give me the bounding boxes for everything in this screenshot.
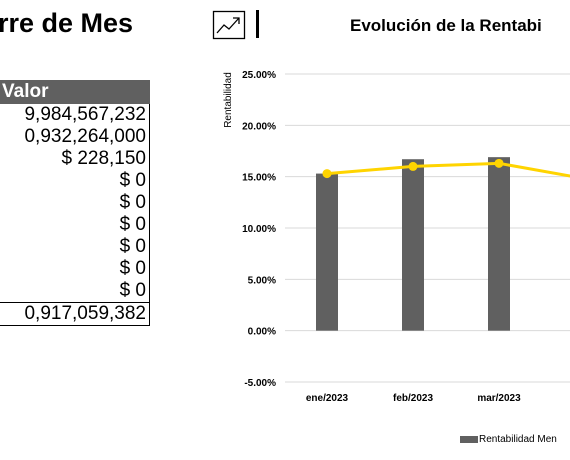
- y-tick-label: 10.00%: [242, 224, 276, 235]
- legend-swatch-bar: [460, 435, 478, 443]
- table-cell: $ 0: [0, 170, 150, 192]
- x-tick-label: mar/2023: [477, 393, 521, 404]
- table-row: 9,984,567,232: [0, 103, 150, 126]
- table-row: 0,932,264,000: [0, 126, 150, 148]
- table-cell: $ 0: [0, 192, 150, 214]
- y-tick-label: 5.00%: [248, 275, 276, 286]
- bar: [316, 173, 338, 331]
- table-cell: 9,984,567,232: [0, 103, 150, 126]
- y-tick-label: -5.00%: [244, 378, 276, 389]
- summary-table: Valor 9,984,567,232 0,932,264,000 $ 228,…: [0, 80, 150, 326]
- legend-label: Rentabilidad Men: [479, 434, 557, 445]
- bar: [402, 159, 424, 331]
- table-cell: $ 0: [0, 280, 150, 303]
- page-title: rre de Mes: [0, 8, 134, 38]
- table-row: $ 0: [0, 214, 150, 236]
- header-divider: [256, 10, 259, 38]
- table-cell: $ 0: [0, 214, 150, 236]
- y-tick-label: 0.00%: [248, 327, 276, 338]
- table-row: $ 0: [0, 192, 150, 214]
- chart-legend: Rentabilidad Men: [460, 434, 557, 445]
- table-row: $ 0: [0, 280, 150, 303]
- y-tick-label: 20.00%: [242, 121, 276, 132]
- y-axis-label: Rentabilidad: [223, 72, 234, 128]
- table-cell: $ 0: [0, 258, 150, 280]
- table-row: $ 0: [0, 258, 150, 280]
- table-cell: $ 0: [0, 236, 150, 258]
- table-cell-total: 0,917,059,382: [0, 302, 150, 326]
- table-row: $ 0: [0, 236, 150, 258]
- table-row: $ 228,150: [0, 148, 150, 170]
- chart-title: Evolución de la Rentabi: [350, 16, 542, 35]
- y-tick-label: 15.00%: [242, 173, 276, 184]
- line-point: [494, 158, 504, 168]
- line-series: [326, 161, 570, 178]
- trend-chart-icon[interactable]: [212, 10, 246, 40]
- table-cell: $ 228,150: [0, 148, 150, 170]
- bar: [488, 157, 510, 331]
- line-point: [322, 169, 332, 179]
- line-point: [408, 161, 418, 171]
- table-header-valor: Valor: [0, 80, 150, 104]
- table-cell: 0,932,264,000: [0, 126, 150, 148]
- y-tick-label: 25.00%: [242, 70, 276, 81]
- x-tick-label: feb/2023: [393, 393, 433, 404]
- table-row: $ 0: [0, 170, 150, 192]
- table-row-total: 0,917,059,382: [0, 302, 150, 326]
- x-tick-label: ene/2023: [306, 393, 349, 404]
